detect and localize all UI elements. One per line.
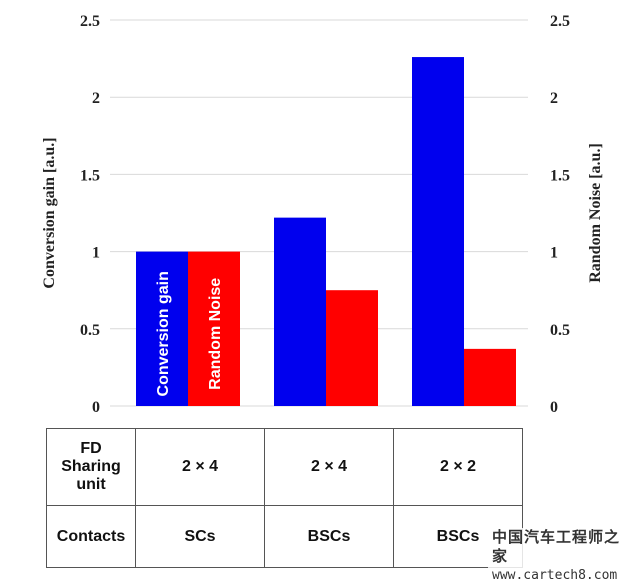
y-tick-left: 2.5 bbox=[80, 13, 100, 30]
y-tick-left: 2 bbox=[92, 90, 100, 107]
sharing-table: FD Sharing unit 2 × 4 2 × 4 2 × 2 Contac… bbox=[46, 428, 523, 568]
sharing-value-1: 2 × 4 bbox=[135, 428, 265, 506]
watermark-brand: 中国汽车工程师之家 bbox=[492, 528, 621, 565]
y-axis-label-right: Random Noise [a.u.] bbox=[587, 143, 604, 283]
y-axis-label-left: Conversion gain [a.u.] bbox=[41, 137, 58, 288]
y-tick-right: 0 bbox=[550, 399, 558, 416]
bar-random-noise bbox=[464, 348, 516, 406]
bar-random-noise bbox=[188, 251, 240, 406]
sharing-value-3: 2 × 2 bbox=[393, 428, 523, 506]
y-tick-left: 0 bbox=[92, 399, 100, 416]
y-tick-left: 1 bbox=[92, 245, 100, 262]
watermark: 中国汽车工程师之家 www.cartech8.com bbox=[488, 528, 638, 585]
contacts-value-2: BSCs bbox=[264, 505, 394, 568]
y-tick-right: 2.5 bbox=[550, 13, 570, 30]
y-tick-left: 1.5 bbox=[80, 167, 100, 184]
fd-sharing-line-3: unit bbox=[76, 476, 106, 493]
chart-svg: 0 0 0.5 0.5 1 1 1.5 1.5 2 2 2.5 2.5 Conversion gain … bbox=[41, 13, 604, 416]
bar-label: Conversion gain bbox=[155, 271, 172, 396]
sharing-value-2: 2 × 4 bbox=[264, 428, 394, 506]
y-tick-left: 0.5 bbox=[80, 322, 100, 339]
table-row-contacts: Contacts SCs BSCs BSCs bbox=[46, 505, 523, 568]
chart: 0 0 0.5 0.5 1 1 1.5 1.5 2 2 2.5 2.5 Conversion gain … bbox=[41, 13, 604, 416]
bar-random-noise bbox=[326, 290, 378, 406]
contacts-value-1: SCs bbox=[135, 505, 265, 568]
y-tick-right: 1 bbox=[550, 245, 558, 262]
fd-sharing-line-1: FD bbox=[80, 440, 102, 457]
y-tick-right: 0.5 bbox=[550, 322, 570, 339]
y-tick-right: 2 bbox=[550, 90, 558, 107]
bar-label: Random Noise bbox=[207, 278, 224, 390]
bar-conversion-gain bbox=[136, 251, 188, 406]
watermark-url: www.cartech8.com bbox=[492, 568, 618, 583]
bar-conversion-gain bbox=[412, 57, 464, 406]
bar-conversion-gain bbox=[274, 217, 326, 406]
fd-sharing-line-2: Sharing bbox=[61, 458, 121, 475]
contacts-header: Contacts bbox=[46, 505, 136, 568]
y-tick-right: 1.5 bbox=[550, 167, 570, 184]
fd-sharing-unit-header: FD Sharing unit bbox=[46, 428, 136, 506]
table-row-sharing: FD Sharing unit 2 × 4 2 × 4 2 × 2 bbox=[46, 428, 523, 506]
